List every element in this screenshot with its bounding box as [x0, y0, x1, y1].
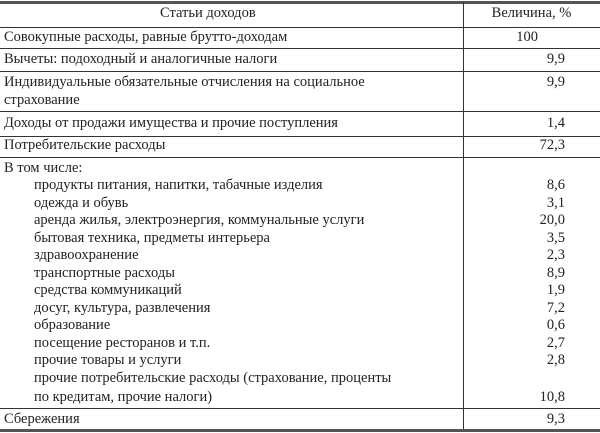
row-label: образование [34, 317, 111, 333]
row-label: Вычеты: подоходный и аналогичные налоги [4, 51, 278, 67]
row-value: 10,8 [539, 388, 565, 405]
row-label: одежда и обувь [34, 194, 129, 211]
row-value: 2,7 [546, 334, 565, 351]
row-label: прочие потребительские расходы (страхова… [34, 369, 392, 386]
row-value: 3,1 [546, 194, 565, 211]
row-value: 8,6 [546, 177, 565, 193]
row-value: 2,8 [546, 352, 565, 368]
row-label: Индивидуальные обязательные отчисления н… [4, 74, 365, 90]
row-label: по кредитам, прочие налоги) [34, 388, 213, 405]
row-label: досуг, культура, развлечения [34, 299, 211, 316]
row-value: 9,3 [546, 411, 565, 427]
row-value: 9,9 [546, 51, 565, 67]
row-value: 2,3 [546, 247, 565, 263]
row-label: Сбережения [4, 411, 80, 427]
table-top-border [0, 1, 600, 4]
header-items: Статьи доходов [160, 5, 256, 21]
divider [0, 27, 600, 28]
row-label: посещение ресторанов и т.п. [34, 334, 211, 351]
row-label: аренда жилья, электроэнергия, коммунальн… [34, 212, 365, 228]
table-bottom-border [0, 429, 600, 432]
divider [0, 48, 600, 49]
row-value: 100 [516, 29, 538, 45]
row-label: страхование [4, 92, 80, 108]
group-label: В том числе: [4, 160, 83, 176]
row-value: 0,6 [546, 317, 565, 333]
row-value: 1,9 [546, 282, 565, 298]
divider [0, 71, 600, 72]
divider [0, 408, 600, 409]
divider [0, 136, 600, 137]
row-label: Совокупные расходы, равные брутто-дохода… [4, 29, 288, 45]
row-label: прочие товары и услуги [34, 352, 182, 368]
row-label: здравоохранение [34, 247, 139, 263]
divider [0, 111, 600, 112]
row-value: 7,2 [546, 299, 565, 316]
row-value: 1,4 [546, 115, 565, 131]
header-value: Величина, % [491, 5, 572, 21]
row-label: средства коммуникаций [34, 282, 182, 298]
row-label: Потребительские расходы [4, 137, 166, 153]
divider [0, 157, 600, 158]
column-divider [463, 2, 464, 430]
row-value: 20,0 [539, 212, 565, 228]
row-value: 3,5 [546, 229, 565, 246]
row-value: 8,9 [546, 264, 565, 281]
row-label: транспортные расходы [34, 264, 175, 281]
row-value: 72,3 [539, 137, 565, 153]
row-label: бытовая техника, предметы интерьера [34, 229, 270, 246]
row-value: 9,9 [546, 74, 565, 90]
row-label: продукты питания, напитки, табачные изде… [34, 177, 323, 193]
row-label: Доходы от продажи имущества и прочие пос… [4, 115, 338, 131]
